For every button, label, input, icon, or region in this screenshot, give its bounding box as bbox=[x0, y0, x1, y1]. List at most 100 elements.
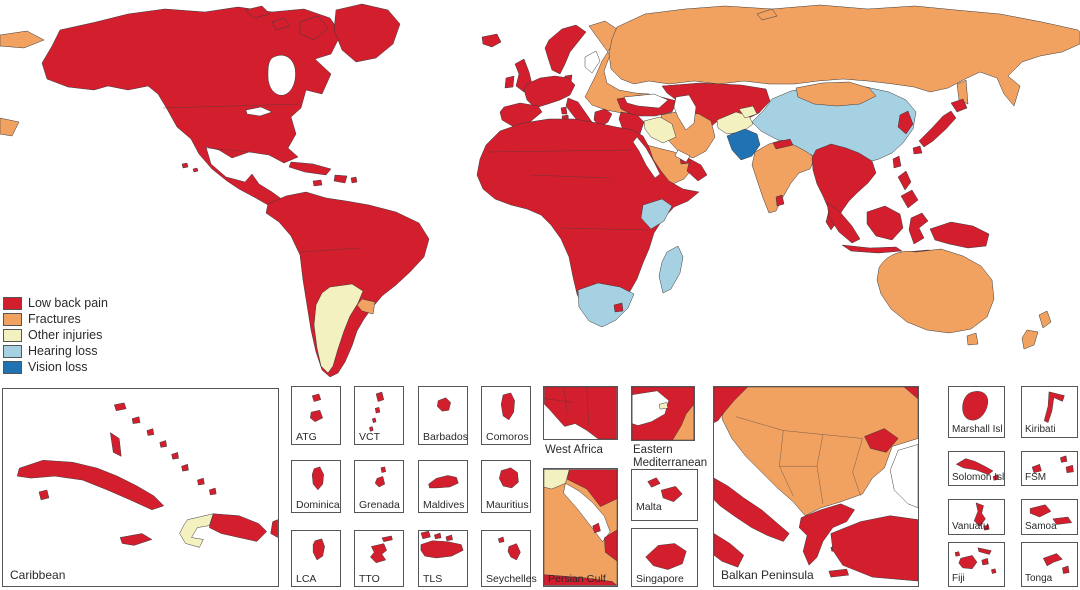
legend-label: Other injuries bbox=[28, 327, 103, 342]
inset-label-vct: VCT bbox=[359, 430, 380, 443]
inset-marshall: Marshall Isl bbox=[948, 386, 1005, 438]
inset-label-samoa: Samoa bbox=[1025, 521, 1057, 532]
region-greenland bbox=[333, 3, 401, 63]
region-korea bbox=[897, 110, 914, 135]
inset-malta: Malta bbox=[631, 469, 698, 521]
region-sri-lanka bbox=[775, 194, 785, 207]
dominican-republic bbox=[209, 513, 267, 542]
region-north-america bbox=[41, 6, 342, 214]
legend-item-hearing-loss: Hearing loss bbox=[3, 343, 108, 359]
region-oman bbox=[686, 158, 708, 182]
region-lesotho bbox=[613, 302, 624, 313]
persian-gulf-qatar bbox=[592, 522, 601, 534]
inset-label-marshall: Marshall Isl bbox=[952, 424, 1003, 435]
persian-gulf-iran bbox=[567, 469, 617, 507]
region-indochina bbox=[811, 143, 877, 231]
region-taiwan bbox=[892, 155, 902, 169]
inset-label-solomon: Solomon Isl bbox=[952, 472, 1005, 483]
region-tasmania bbox=[966, 332, 979, 346]
region-africa bbox=[476, 118, 700, 320]
persian-gulf-kuwait bbox=[544, 469, 570, 490]
hudson-bay bbox=[267, 55, 296, 96]
region-madagascar bbox=[658, 245, 684, 294]
inset-label-caribbean: Caribbean bbox=[10, 568, 66, 582]
inset-fiji: Fiji bbox=[948, 542, 1005, 587]
cyprus bbox=[658, 402, 669, 410]
region-indonesia bbox=[826, 201, 990, 257]
inset-label-kiribati: Kiribati bbox=[1025, 424, 1056, 435]
internal-borders bbox=[162, 103, 649, 253]
legend-item-fractures: Fractures bbox=[3, 311, 108, 327]
inset-balkan: Balkan Peninsula bbox=[713, 386, 919, 587]
inset-maldives: Maldives bbox=[418, 460, 468, 513]
region-ireland bbox=[504, 75, 515, 89]
inset-label-dominica: Dominica bbox=[296, 498, 340, 511]
inset-label-fsm: FSM bbox=[1025, 472, 1047, 483]
inset-label-tonga: Tonga bbox=[1025, 573, 1053, 584]
region-japan bbox=[912, 98, 968, 155]
inset-tto: TTO bbox=[354, 530, 404, 587]
inset-fsm: FSM bbox=[1021, 451, 1078, 486]
caspian-sea bbox=[673, 94, 697, 131]
legend-label: Fractures bbox=[28, 311, 81, 326]
inset-label-malta: Malta bbox=[636, 500, 662, 513]
map-legend: Low back pain Fractures Other injuries H… bbox=[3, 295, 108, 375]
legend-swatch-low-back-pain bbox=[3, 296, 22, 310]
balkan-northwest-red bbox=[714, 387, 748, 423]
region-argentina bbox=[313, 283, 364, 374]
inset-dominica: Dominica bbox=[291, 460, 341, 513]
puerto-rico-edge bbox=[270, 519, 278, 538]
inset-samoa: Samoa bbox=[1021, 499, 1078, 535]
region-afghanistan bbox=[716, 105, 758, 135]
inset-label-tto: TTO bbox=[359, 572, 380, 585]
inset-mauritius: Mauritius bbox=[481, 460, 531, 513]
persian-gulf-uae-oman bbox=[604, 529, 617, 562]
legend-item-other-injuries: Other injuries bbox=[3, 327, 108, 343]
legend-swatch-hearing-loss bbox=[3, 344, 22, 358]
inset-kiribati: Kiribati bbox=[1021, 386, 1078, 438]
west-africa-borders bbox=[544, 387, 589, 426]
eastern-med-sea bbox=[632, 390, 670, 426]
inset-label-vanuatu: Vanuatu bbox=[952, 521, 989, 532]
balkan-turkey bbox=[830, 515, 918, 582]
legend-swatch-vision-loss bbox=[3, 360, 22, 374]
world-map bbox=[0, 3, 1080, 378]
region-kenya bbox=[640, 198, 673, 230]
inset-label-tls: TLS bbox=[423, 572, 443, 585]
inset-label-persian-gulf: Persian Gulf bbox=[548, 572, 606, 585]
inset-tls: TLS bbox=[418, 530, 468, 587]
inset-label-grenada: Grenada bbox=[359, 498, 400, 511]
legend-label: Vision loss bbox=[28, 359, 88, 374]
black-sea bbox=[623, 93, 669, 109]
legend-item-vision-loss: Vision loss bbox=[3, 359, 108, 375]
inset-label-mauritius: Mauritius bbox=[486, 498, 529, 511]
legend-label: Low back pain bbox=[28, 295, 108, 310]
region-mongolia bbox=[795, 81, 877, 107]
inset-label-singapore: Singapore bbox=[636, 572, 684, 585]
balkan-borders bbox=[735, 416, 863, 504]
inset-persian-gulf: Persian Gulf bbox=[543, 468, 618, 587]
baltic-sea bbox=[584, 50, 601, 74]
region-new-zealand bbox=[1021, 310, 1052, 350]
inset-grenada: Grenada bbox=[354, 460, 404, 513]
region-south-africa bbox=[577, 282, 635, 328]
legend-swatch-other-injuries bbox=[3, 328, 22, 342]
inset-atg: ATG bbox=[291, 386, 341, 445]
balkan-italy bbox=[714, 477, 790, 542]
inset-caribbean: Caribbean bbox=[2, 388, 279, 587]
inset-label-maldives: Maldives bbox=[423, 498, 465, 511]
legend-item-low-back-pain: Low back pain bbox=[3, 295, 108, 311]
persian-gulf-sea bbox=[674, 149, 691, 163]
legend-swatch-fractures bbox=[3, 312, 22, 326]
region-nepal bbox=[772, 138, 794, 150]
balkan-south-italy bbox=[714, 533, 744, 568]
inset-label-lca: LCA bbox=[296, 572, 317, 585]
inset-label-fiji: Fiji bbox=[952, 573, 965, 584]
black-sea-inset bbox=[889, 444, 918, 509]
jamaica-island bbox=[119, 533, 153, 546]
region-iceland bbox=[481, 33, 502, 48]
cuba-island bbox=[17, 460, 165, 511]
region-western-europe bbox=[523, 75, 576, 109]
inset-label-seychelles: Seychelles bbox=[486, 572, 537, 585]
